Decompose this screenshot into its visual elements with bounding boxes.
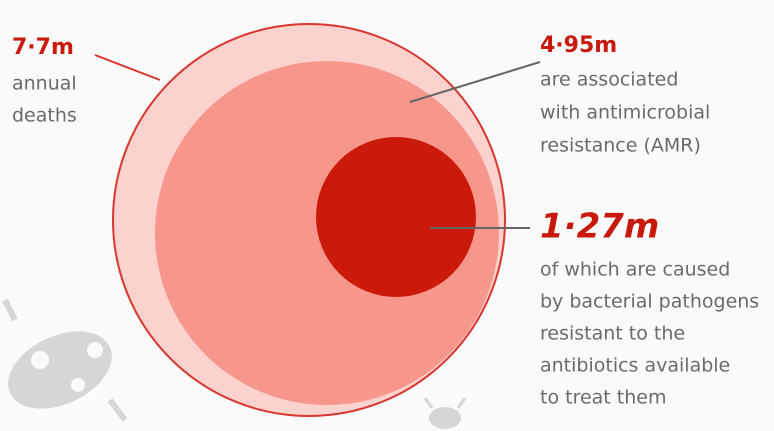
description: with antimicrobial [540,102,710,124]
bacteria-icons [2,298,467,429]
description: to treat them [540,387,666,409]
description: resistance (AMR) [540,135,701,157]
leader-line [409,61,541,103]
description: are associated [540,69,678,91]
leader-line [94,54,161,81]
description: by bacterial pathogens [540,291,759,313]
description: resistant to the [540,323,685,345]
inner-circle [316,137,476,297]
description: deaths [12,105,77,127]
description: annual [12,73,77,95]
value-label: 4·95m [540,33,617,58]
value-label: 1·27m [540,207,659,247]
description: antibiotics available [540,355,730,377]
description: of which are caused [540,259,730,281]
value-label: 7·7m [12,35,74,60]
